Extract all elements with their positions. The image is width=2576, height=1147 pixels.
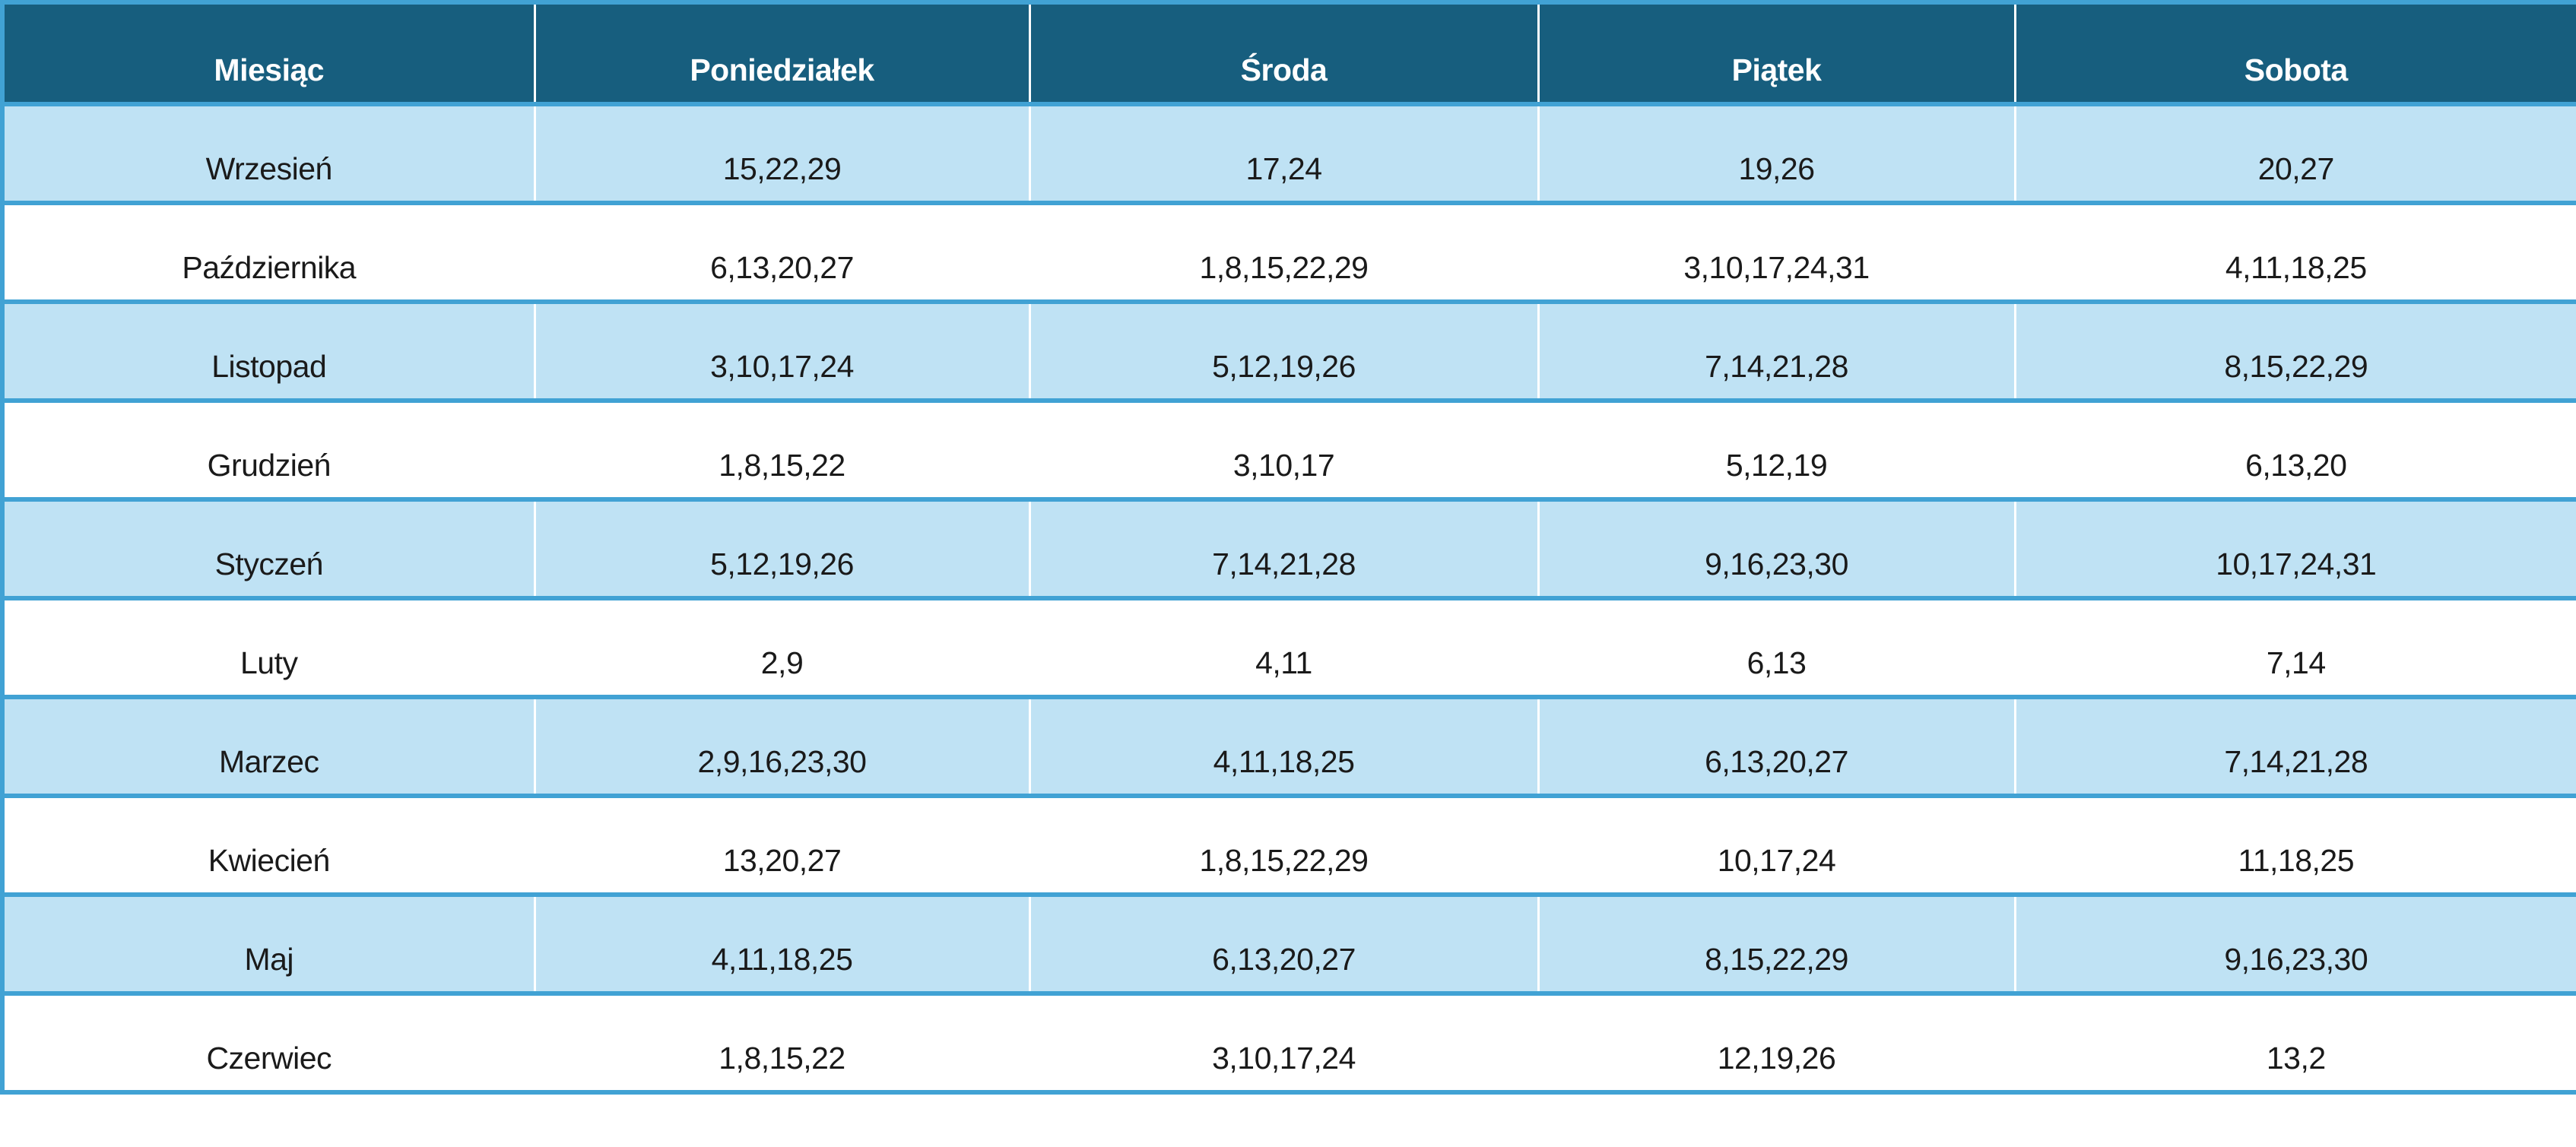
day-cell: 3,10,17,24,31 xyxy=(1537,203,2015,302)
monthly-schedule-table: Miesiąc Poniedziałek Środa Piątek Sobota… xyxy=(0,0,2576,1095)
table-row: Maj 4,11,18,25 6,13,20,27 8,15,22,29 9,1… xyxy=(2,895,2576,993)
day-cell: 3,10,17,24 xyxy=(1028,993,1538,1092)
day-cell: 9,16,23,30 xyxy=(2013,895,2576,993)
table-row: Grudzień 1,8,15,22 3,10,17 5,12,19 6,13,… xyxy=(2,401,2576,499)
day-cell: 6,13,20,27 xyxy=(533,203,1029,302)
day-cell: 5,12,19,26 xyxy=(1028,302,1538,401)
month-cell: Grudzień xyxy=(2,401,535,499)
day-cell: 10,17,24,31 xyxy=(2013,499,2576,598)
month-cell: Marzec xyxy=(2,697,535,796)
day-cell: 7,14,21,28 xyxy=(2013,697,2576,796)
header-cell-miesiac: Miesiąc xyxy=(2,2,535,104)
day-cell: 11,18,25 xyxy=(2013,796,2576,895)
day-cell: 6,13,20,27 xyxy=(1028,895,1538,993)
month-cell: Kwiecień xyxy=(2,796,535,895)
table-row: Czerwiec 1,8,15,22 3,10,17,24 12,19,26 1… xyxy=(2,993,2576,1092)
day-cell: 3,10,17,24 xyxy=(533,302,1029,401)
day-cell: 4,11 xyxy=(1028,598,1538,697)
day-cell: 12,19,26 xyxy=(1537,993,2015,1092)
day-cell: 1,8,15,22 xyxy=(533,401,1029,499)
day-cell: 9,16,23,30 xyxy=(1537,499,2015,598)
day-cell: 17,24 xyxy=(1028,104,1538,203)
day-cell: 1,8,15,22,29 xyxy=(1028,203,1538,302)
day-cell: 7,14,21,28 xyxy=(1537,302,2015,401)
table-row: Kwiecień 13,20,27 1,8,15,22,29 10,17,24 … xyxy=(2,796,2576,895)
day-cell: 10,17,24 xyxy=(1537,796,2015,895)
month-cell: Styczeń xyxy=(2,499,535,598)
table-row: Wrzesień 15,22,29 17,24 19,26 20,27 xyxy=(2,104,2576,203)
table-row: Styczeń 5,12,19,26 7,14,21,28 9,16,23,30… xyxy=(2,499,2576,598)
header-cell-piatek: Piątek xyxy=(1537,2,2015,104)
day-cell: 2,9,16,23,30 xyxy=(533,697,1029,796)
table-header: Miesiąc Poniedziałek Środa Piątek Sobota xyxy=(2,2,2576,104)
day-cell: 20,27 xyxy=(2013,104,2576,203)
table-row: Luty 2,9 4,11 6,13 7,14 xyxy=(2,598,2576,697)
header-row: Miesiąc Poniedziałek Środa Piątek Sobota xyxy=(2,2,2576,104)
day-cell: 15,22,29 xyxy=(533,104,1029,203)
day-cell: 5,12,19,26 xyxy=(533,499,1029,598)
month-cell: Luty xyxy=(2,598,535,697)
day-cell: 3,10,17 xyxy=(1028,401,1538,499)
table-body: Wrzesień 15,22,29 17,24 19,26 20,27 Paźd… xyxy=(2,104,2576,1092)
day-cell: 1,8,15,22 xyxy=(533,993,1029,1092)
day-cell: 8,15,22,29 xyxy=(1537,895,2015,993)
day-cell: 13,20,27 xyxy=(533,796,1029,895)
month-cell: Czerwiec xyxy=(2,993,535,1092)
day-cell: 1,8,15,22,29 xyxy=(1028,796,1538,895)
day-cell: 6,13,20,27 xyxy=(1537,697,2015,796)
month-cell: Wrzesień xyxy=(2,104,535,203)
header-cell-sroda: Środa xyxy=(1028,2,1538,104)
month-cell: Listopad xyxy=(2,302,535,401)
day-cell: 6,13 xyxy=(1537,598,2015,697)
header-cell-poniedzialek: Poniedziałek xyxy=(533,2,1029,104)
table-row: Listopad 3,10,17,24 5,12,19,26 7,14,21,2… xyxy=(2,302,2576,401)
table-row: Marzec 2,9,16,23,30 4,11,18,25 6,13,20,2… xyxy=(2,697,2576,796)
month-cell: Maj xyxy=(2,895,535,993)
day-cell: 4,11,18,25 xyxy=(1028,697,1538,796)
day-cell: 4,11,18,25 xyxy=(533,895,1029,993)
table-row: Października 6,13,20,27 1,8,15,22,29 3,1… xyxy=(2,203,2576,302)
day-cell: 13,2 xyxy=(2013,993,2576,1092)
day-cell: 7,14 xyxy=(2013,598,2576,697)
header-cell-sobota: Sobota xyxy=(2013,2,2576,104)
day-cell: 2,9 xyxy=(533,598,1029,697)
day-cell: 5,12,19 xyxy=(1537,401,2015,499)
day-cell: 19,26 xyxy=(1537,104,2015,203)
day-cell: 6,13,20 xyxy=(2013,401,2576,499)
day-cell: 4,11,18,25 xyxy=(2013,203,2576,302)
day-cell: 7,14,21,28 xyxy=(1028,499,1538,598)
day-cell: 8,15,22,29 xyxy=(2013,302,2576,401)
month-cell: Października xyxy=(2,203,535,302)
